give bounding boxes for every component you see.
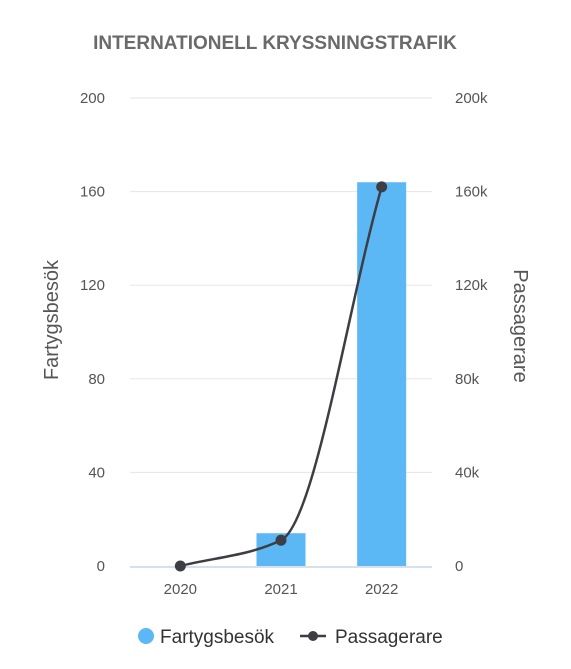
right-tick-label: 40k [455,464,480,481]
x-axis-ticks: 2020 2021 2022 [164,581,399,598]
left-tick-label: 40 [88,464,105,481]
right-axis-ticks: 0 40k 80k 120k 160k 200k [455,90,488,575]
legend: Fartygsbesök Passagerare [138,627,443,648]
x-tick-label: 2020 [164,581,197,598]
right-tick-label: 0 [455,558,463,575]
line-point-2022[interactable] [376,181,388,193]
bar-series [256,182,407,567]
left-tick-label: 160 [80,184,105,201]
legend-label-passagerare: Passagerare [335,627,443,648]
x-tick-label: 2022 [365,581,398,598]
line-series [174,181,388,572]
legend-item-passagerare[interactable]: Passagerare [300,627,443,648]
left-tick-label: 120 [80,277,105,294]
left-axis-ticks: 0 40 80 120 160 200 [80,90,105,575]
right-tick-label: 80k [455,371,480,388]
line-point-2021[interactable] [275,534,287,546]
legend-label-fartygsbesok: Fartygsbesök [160,627,275,648]
right-tick-label: 160k [455,184,488,201]
left-tick-label: 200 [80,90,105,107]
right-axis-title: Passagerare [509,269,531,382]
passagerare-line [180,186,383,568]
left-axis-title: Fartygsbesök [41,259,63,380]
chart-title: INTERNATIONELL KRYSSNINGSTRAFIK [93,33,457,54]
line-point-2020[interactable] [174,560,186,572]
left-tick-label: 0 [97,558,105,575]
legend-item-fartygsbesok[interactable]: Fartygsbesök [138,627,275,648]
right-tick-label: 200k [455,90,488,107]
bar-2022[interactable] [357,182,407,567]
left-tick-label: 80 [88,371,105,388]
legend-swatch-fartygsbesok [138,628,154,644]
legend-swatch-passagerare [308,631,318,641]
x-tick-label: 2021 [264,581,297,598]
right-tick-label: 120k [455,277,488,294]
